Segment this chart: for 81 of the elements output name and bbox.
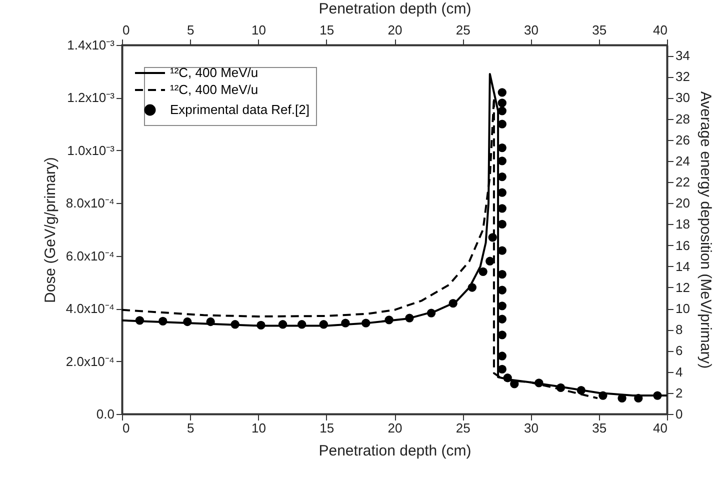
point bbox=[426, 308, 436, 318]
point bbox=[503, 374, 512, 382]
legend-label: ¹²C, 400 MeV/u bbox=[170, 82, 258, 97]
x2-tick-label: 40 bbox=[653, 22, 668, 38]
y-tick-label: 1.4x10⁻³ bbox=[67, 38, 116, 52]
point bbox=[634, 394, 643, 403]
point bbox=[598, 391, 608, 400]
y2-tick-label: 6 bbox=[676, 343, 683, 358]
y-axis-title: Dose (GeV/g/primary) bbox=[42, 157, 59, 303]
point bbox=[534, 378, 544, 388]
point bbox=[206, 317, 215, 326]
y2-tick-label: 0 bbox=[676, 406, 683, 422]
y-tick-label: 1.2x10⁻³ bbox=[67, 90, 116, 106]
y2-tick-label: 24 bbox=[676, 153, 690, 168]
y2-tick-label: 34 bbox=[676, 48, 690, 64]
point bbox=[498, 106, 506, 116]
y2-tick-label: 4 bbox=[676, 364, 683, 380]
x-tick-label: 0 bbox=[122, 420, 130, 436]
point bbox=[498, 88, 506, 97]
point bbox=[362, 318, 370, 328]
x-axis-title: Penetration depth (cm) bbox=[318, 442, 472, 460]
x-tick-label: 25 bbox=[456, 420, 470, 436]
x2-tick-label: 25 bbox=[456, 22, 470, 38]
y2-tick-label: 16 bbox=[676, 238, 690, 253]
point bbox=[448, 298, 458, 308]
point bbox=[488, 233, 497, 242]
point bbox=[158, 316, 168, 326]
point bbox=[298, 320, 306, 329]
point bbox=[556, 383, 566, 392]
y2-tick-label: 32 bbox=[676, 69, 690, 84]
y2-tick-label: 20 bbox=[676, 196, 690, 211]
x2-axis-title: Penetration depth (cm) bbox=[318, 0, 472, 18]
x-tick-label: 5 bbox=[187, 420, 194, 436]
point bbox=[319, 320, 328, 329]
point bbox=[278, 320, 288, 329]
point bbox=[618, 394, 626, 403]
y2-tick-label: 28 bbox=[676, 111, 690, 126]
x-tick-label: 30 bbox=[524, 420, 538, 436]
y2-tick-label: 2 bbox=[676, 385, 683, 400]
x-tick-label: 40 bbox=[653, 420, 668, 436]
x2-tick-label: 5 bbox=[187, 22, 194, 38]
y-tick-label: 8.0x10⁻⁴ bbox=[66, 196, 114, 211]
x2-tick-label: 30 bbox=[524, 22, 538, 38]
x-tick-label: 10 bbox=[252, 420, 266, 436]
x2-tick-label: 10 bbox=[252, 22, 266, 38]
y2-tick-label: 30 bbox=[676, 90, 690, 106]
x-tick-label: 20 bbox=[388, 420, 402, 436]
y-tick-label: 1.0x10⁻³ bbox=[67, 142, 116, 158]
legend-label: ¹²C, 400 MeV/u bbox=[170, 65, 258, 80]
y-tick-label: 4.0x10⁻⁴ bbox=[66, 301, 114, 316]
y2-tick-label: 14 bbox=[676, 258, 690, 274]
y-tick-label: 6.0x10⁻⁴ bbox=[66, 248, 114, 264]
point bbox=[576, 386, 586, 395]
x2-tick-label: 20 bbox=[388, 22, 402, 38]
x-tick-label: 35 bbox=[592, 420, 607, 436]
y-tick-label: 2.0x10⁻⁴ bbox=[66, 354, 114, 369]
x2-tick-label: 15 bbox=[320, 22, 334, 38]
point bbox=[183, 317, 192, 326]
point bbox=[468, 283, 476, 292]
y2-tick-label: 18 bbox=[676, 216, 690, 232]
point bbox=[653, 391, 662, 400]
point bbox=[341, 318, 350, 328]
point bbox=[498, 98, 506, 108]
point bbox=[478, 267, 488, 276]
legend-label: Exprimental data Ref.[2] bbox=[170, 102, 310, 117]
y2-tick-label: 22 bbox=[676, 174, 690, 190]
y2-tick-label: 26 bbox=[676, 132, 690, 148]
y2-tick-label: 12 bbox=[676, 280, 690, 295]
point bbox=[486, 256, 494, 266]
x-tick-label: 15 bbox=[320, 420, 334, 436]
point bbox=[405, 314, 414, 322]
y2-tick-label: 10 bbox=[676, 301, 690, 316]
y-tick-label: 0.0 bbox=[96, 406, 114, 422]
point bbox=[230, 320, 240, 329]
point bbox=[384, 316, 394, 324]
x2-tick-label: 35 bbox=[592, 22, 607, 38]
y2-tick-label: 8 bbox=[676, 322, 683, 338]
point bbox=[135, 316, 144, 325]
x2-tick-label: 0 bbox=[122, 22, 130, 38]
point bbox=[256, 320, 266, 330]
y2-axis-title: Average energy deposition (MeV/primary) bbox=[696, 91, 714, 369]
